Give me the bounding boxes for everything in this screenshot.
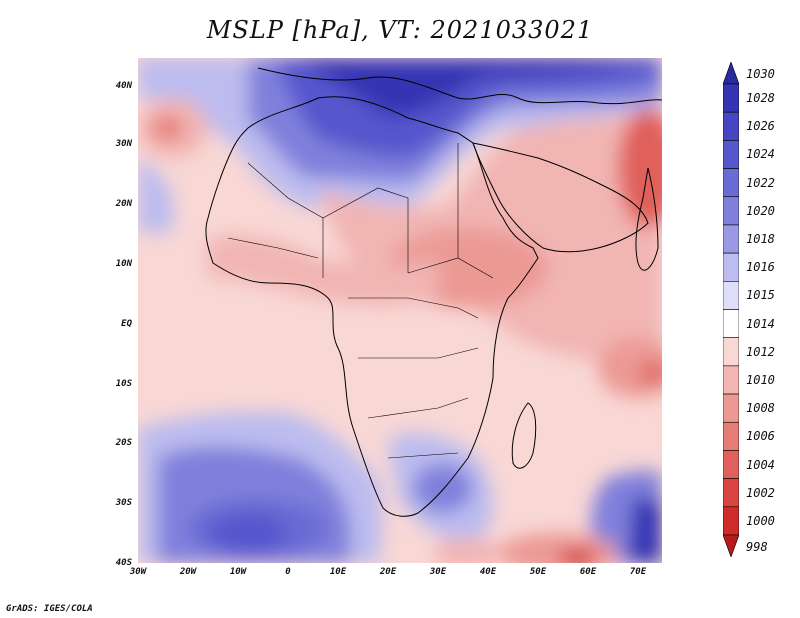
- colorbar-cell-1026: [723, 111, 739, 141]
- colorbar-label: 1016: [746, 260, 775, 275]
- lon-label-10w: 10W: [229, 567, 247, 577]
- colorbar-cell-1008: [723, 393, 739, 423]
- arabia-coastline: [472, 142, 649, 253]
- colorbar-label: 1030: [746, 67, 775, 82]
- lat-label-40n: 40N: [115, 81, 132, 91]
- colorbar-cell-1028: [723, 83, 739, 113]
- lon-label-50e: 50E: [529, 567, 547, 577]
- colorbar-label: 1006: [746, 429, 775, 444]
- lon-label-30w: 30W: [129, 567, 147, 577]
- madagascar-coastline: [511, 402, 537, 469]
- lon-label-60e: 60E: [579, 567, 597, 577]
- colorbar-label: 1000: [746, 513, 775, 528]
- lat-label-eq: EQ: [121, 319, 132, 329]
- colorbar-cell-1004: [723, 450, 739, 479]
- map-title: MSLP [hPa], VT: 2021033021: [206, 16, 594, 44]
- lat-label-20n: 20N: [115, 199, 132, 209]
- colorbar-label: 1028: [746, 91, 775, 106]
- colorbar-label: 1002: [746, 485, 775, 500]
- colorbar-label: 1004: [746, 457, 775, 472]
- colorbar-cell-1014: [723, 309, 739, 338]
- colorbar-cell-1020: [723, 196, 739, 226]
- coastlines: [205, 67, 662, 517]
- colorbar-label: 1014: [746, 316, 775, 331]
- colorbar-label: 1020: [746, 203, 775, 218]
- india-coastline: [635, 167, 659, 271]
- pressure-contours: [138, 58, 662, 563]
- colorbar-label: 1026: [746, 119, 775, 134]
- colorbar-label: 1012: [746, 344, 775, 359]
- colorbar-label: 1024: [746, 147, 775, 162]
- colorbar-label: 1010: [746, 372, 775, 387]
- lat-label-20s: 20S: [115, 438, 132, 448]
- colorbar-label: 1018: [746, 232, 775, 247]
- colorbar-cell-1022: [723, 168, 739, 198]
- colorbar-cell-1006: [723, 421, 739, 451]
- colorbar-cell-1024: [723, 140, 739, 169]
- lon-label-40e: 40E: [479, 567, 497, 577]
- colorbar-cell-1002: [723, 478, 739, 508]
- lat-label-30n: 30N: [115, 139, 132, 149]
- colorbar-label: 1022: [746, 175, 775, 190]
- colorbar-cell-1012: [723, 337, 739, 367]
- colorbar-label: 998: [746, 540, 768, 555]
- lon-label-0: 0: [285, 567, 291, 577]
- colorbar-cell-998: [723, 534, 739, 557]
- credit-label: GrADS: IGES/COLA: [6, 604, 93, 614]
- colorbar-label: 1008: [746, 401, 775, 416]
- lon-label-20w: 20W: [179, 567, 197, 577]
- lon-label-70e: 70E: [629, 567, 647, 577]
- colorbar-cell-1000: [723, 506, 739, 536]
- lon-label-20e: 20E: [379, 567, 397, 577]
- colorbar-cell-1016: [723, 252, 739, 282]
- lon-label-30e: 30E: [429, 567, 447, 577]
- lat-label-40s: 40S: [115, 558, 132, 568]
- lat-label-10n: 10N: [115, 259, 132, 269]
- colorbar-cell-1018: [723, 224, 739, 254]
- mslp-map: [138, 58, 662, 563]
- lon-label-10e: 10E: [329, 567, 347, 577]
- country-borders: [227, 143, 494, 459]
- colorbar-cell-1015: [723, 281, 739, 310]
- colorbar-label: 1015: [746, 288, 775, 303]
- colorbar-cell-1010: [723, 365, 739, 395]
- lat-label-10s: 10S: [115, 379, 132, 389]
- lat-label-30s: 30S: [115, 498, 132, 508]
- colorbar: [723, 62, 739, 557]
- colorbar-cell-1030: [723, 62, 739, 85]
- africa-coastline: [205, 96, 539, 517]
- europe-coastline: [257, 67, 662, 105]
